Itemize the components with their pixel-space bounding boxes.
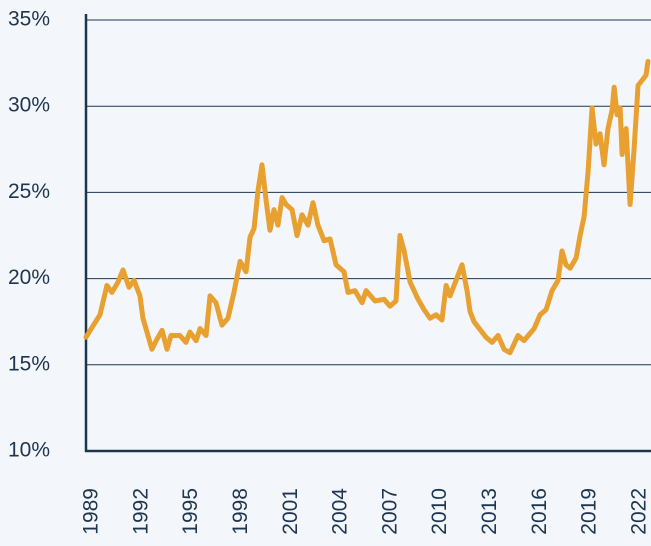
- x-tick-label: 2001: [279, 488, 302, 535]
- y-tick-label: 10%: [8, 439, 50, 462]
- y-tick-label: 20%: [8, 266, 50, 289]
- x-tick-label: 2007: [378, 488, 401, 535]
- y-tick-label: 30%: [8, 94, 50, 117]
- x-tick-label: 2022: [627, 488, 650, 535]
- x-tick-label: 2010: [428, 488, 451, 535]
- x-tick-label: 1992: [129, 488, 152, 535]
- line-series: [83, 58, 651, 356]
- x-tick-label: 1998: [229, 488, 252, 535]
- y-tick-label: 15%: [8, 352, 50, 375]
- y-tick-label: 35%: [8, 8, 50, 31]
- x-tick-label: 1989: [80, 488, 103, 535]
- x-tick-label: 2019: [578, 488, 601, 535]
- x-tick-label: 2016: [528, 488, 551, 535]
- x-tick-label: 2004: [329, 488, 352, 535]
- x-tick-label: 1995: [179, 488, 202, 535]
- y-tick-label: 25%: [8, 180, 50, 203]
- x-tick-label: 2013: [478, 488, 501, 535]
